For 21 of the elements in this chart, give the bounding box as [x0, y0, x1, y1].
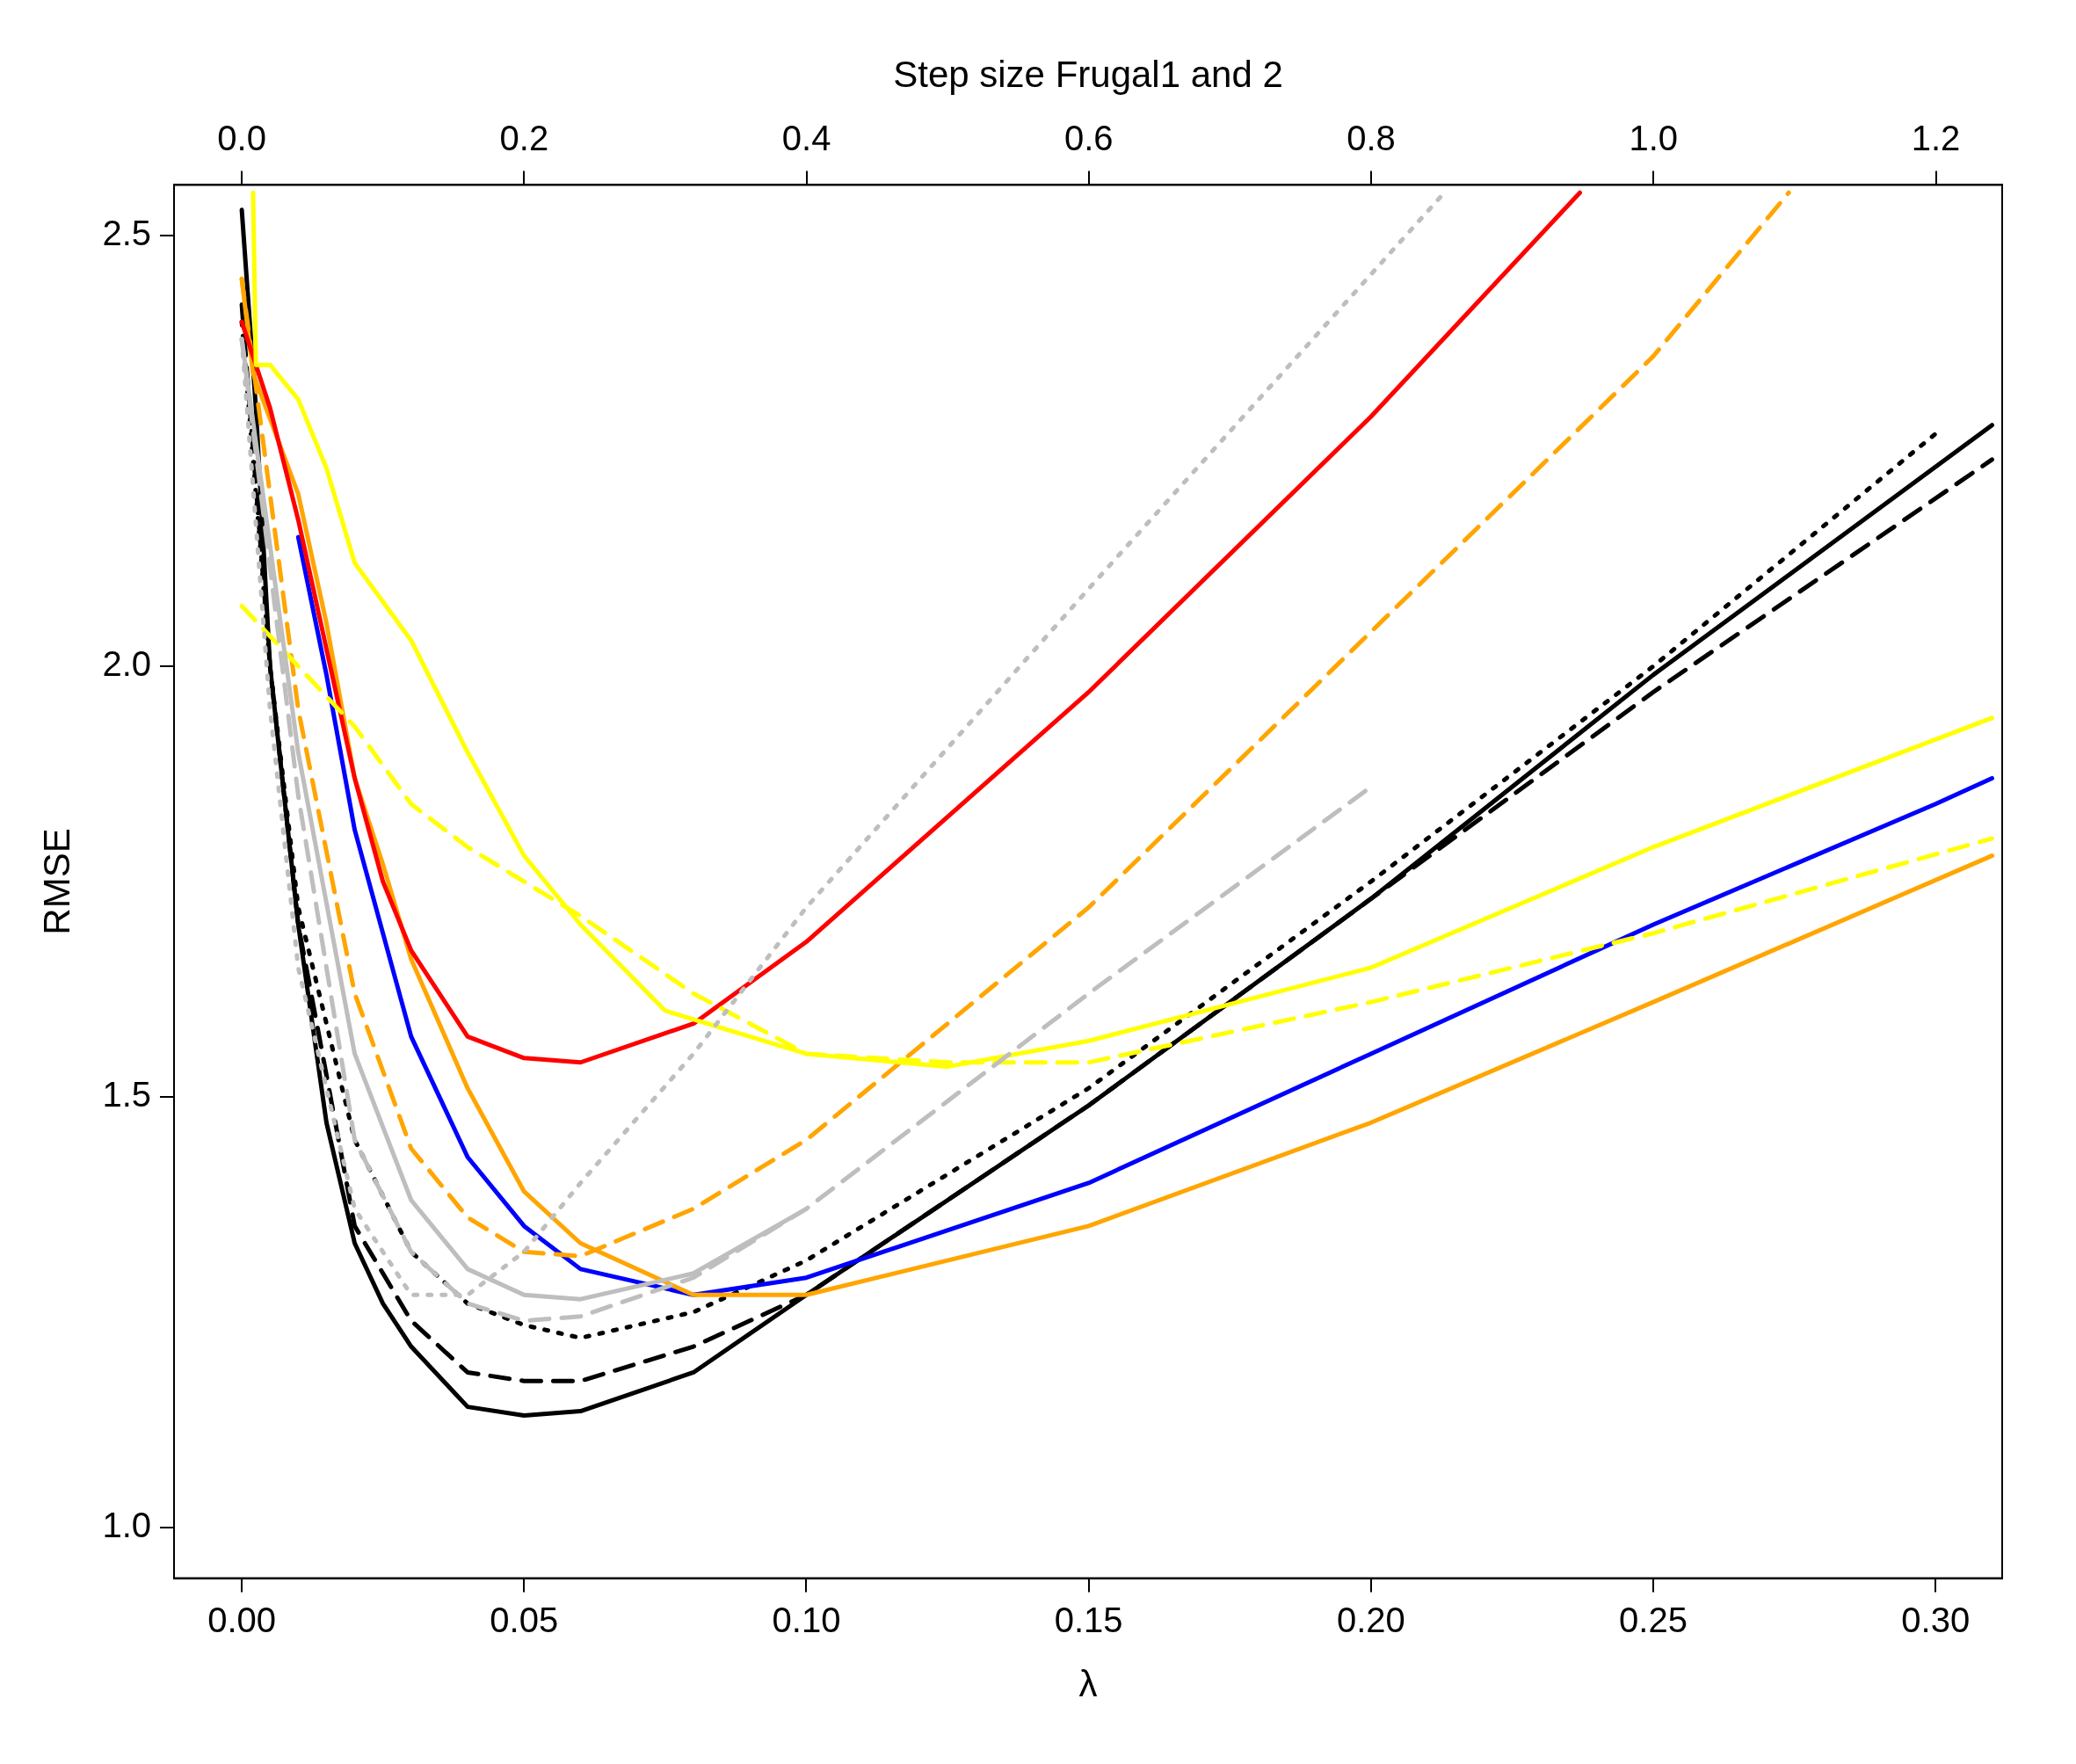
x2-tick-label: 0.4	[781, 119, 831, 158]
x-tick-label: 0.00	[207, 1600, 277, 1639]
x-axis-title: λ	[1078, 1663, 1098, 1705]
y-tick-label: 1.0	[102, 1505, 152, 1544]
x-tick-label: 0.10	[772, 1600, 841, 1639]
x2-tick-label: 1.0	[1629, 119, 1679, 158]
y-axis-title: RMSE	[35, 828, 77, 935]
y-tick-label: 1.5	[102, 1074, 152, 1114]
y-tick-label: 2.5	[102, 214, 152, 253]
x2-tick-label: 0.6	[1064, 119, 1114, 158]
x-tick-label: 0.25	[1619, 1600, 1688, 1639]
x-tick-label: 0.20	[1336, 1600, 1405, 1639]
x2-tick-label: 1.2	[1911, 119, 1961, 158]
x-tick-label: 0.05	[490, 1600, 559, 1639]
x-tick-label: 0.15	[1054, 1600, 1123, 1639]
x-tick-label: 0.30	[1901, 1600, 1971, 1639]
x2-tick-label: 0.0	[217, 119, 266, 158]
y-tick-label: 2.0	[102, 644, 152, 684]
x2-axis-title: Step size Frugal1 and 2	[893, 53, 1283, 95]
x2-tick-label: 0.2	[499, 119, 549, 158]
x2-tick-label: 0.8	[1346, 119, 1396, 158]
